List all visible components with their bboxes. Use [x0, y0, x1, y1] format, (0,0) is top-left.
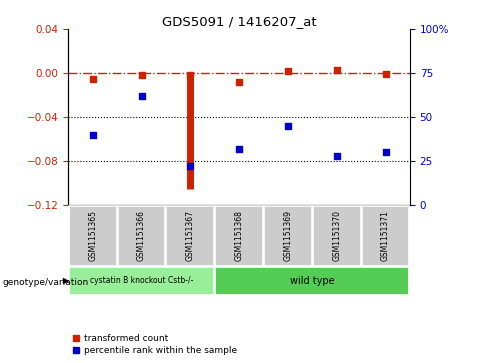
Bar: [69, 267, 214, 295]
Bar: [215, 267, 409, 295]
Bar: [313, 206, 361, 266]
Bar: [362, 206, 409, 266]
Point: [382, 71, 389, 77]
Point: [89, 132, 97, 138]
Point: [186, 72, 194, 78]
Text: cystatin B knockout Cstb-/-: cystatin B knockout Cstb-/-: [90, 277, 193, 285]
Title: GDS5091 / 1416207_at: GDS5091 / 1416207_at: [162, 15, 316, 28]
Bar: [118, 206, 165, 266]
Bar: [215, 206, 263, 266]
Text: GSM1151371: GSM1151371: [381, 211, 390, 261]
Point: [333, 153, 341, 159]
Text: GSM1151365: GSM1151365: [88, 211, 97, 261]
Text: GSM1151370: GSM1151370: [332, 211, 341, 261]
Text: GSM1151366: GSM1151366: [137, 211, 146, 261]
Point: [186, 163, 194, 169]
Point: [382, 150, 389, 155]
Point: [235, 79, 243, 85]
Bar: [166, 206, 214, 266]
Point: [284, 68, 292, 74]
Text: wild type: wild type: [290, 276, 335, 286]
Point: [89, 76, 97, 81]
Text: GSM1151367: GSM1151367: [186, 211, 195, 261]
Text: GSM1151368: GSM1151368: [235, 211, 244, 261]
Text: GSM1151369: GSM1151369: [284, 211, 292, 261]
Legend: transformed count, percentile rank within the sample: transformed count, percentile rank withi…: [73, 334, 237, 355]
Point: [284, 123, 292, 129]
Bar: [264, 206, 312, 266]
Point: [138, 72, 145, 78]
Bar: [69, 206, 117, 266]
Point: [235, 146, 243, 152]
Point: [333, 67, 341, 73]
Point: [138, 93, 145, 99]
Text: genotype/variation: genotype/variation: [2, 278, 89, 287]
